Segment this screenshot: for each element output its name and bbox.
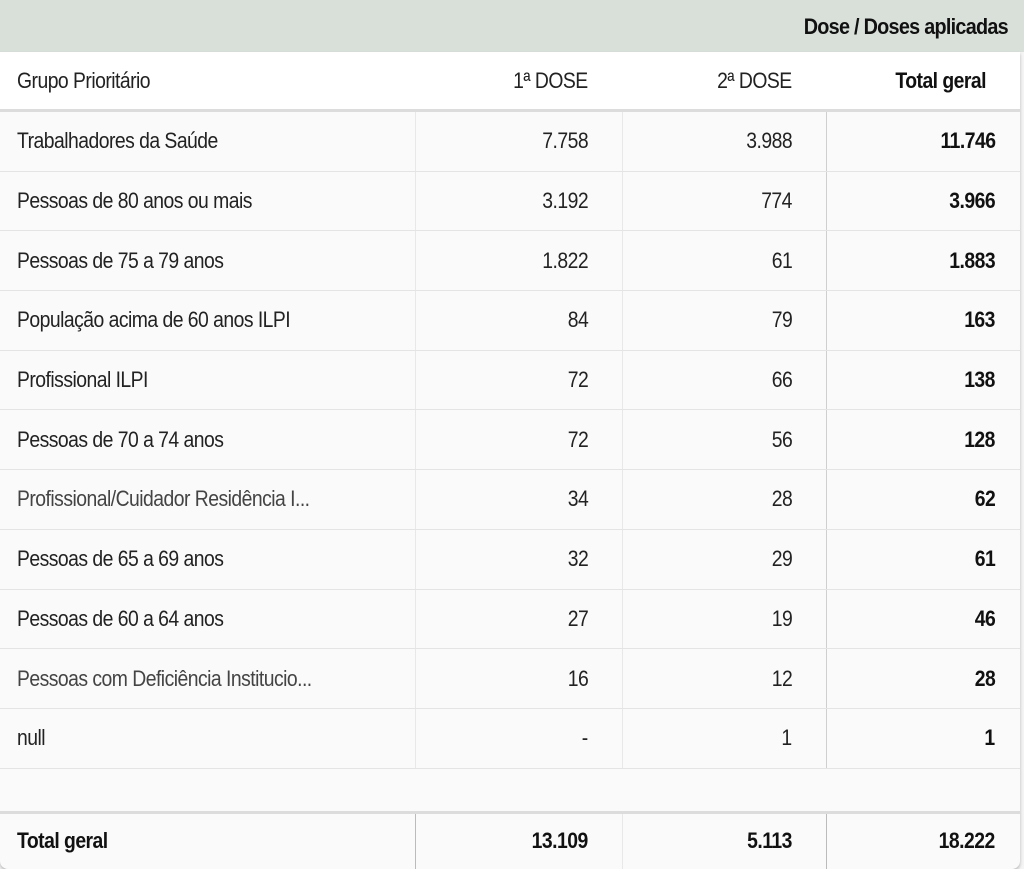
table-title: Dose / Doses aplicadas <box>803 14 1009 39</box>
cell-dose2: 774 <box>622 171 826 231</box>
header-label: 2ª DOSE <box>717 67 793 93</box>
cell-group: null <box>17 725 46 751</box>
cell-group: Pessoas com Deficiência Institucio... <box>17 665 312 691</box>
header-label: Total geral <box>895 67 986 93</box>
cell-dose2: 56 <box>622 410 826 470</box>
cell-dose1: 3.192 <box>415 171 622 231</box>
cell-group: Pessoas de 80 anos ou mais <box>17 188 252 214</box>
cell-dose2: 61 <box>622 231 826 291</box>
cell-dose1: - <box>415 708 622 768</box>
spacer-row <box>0 769 1020 814</box>
cell-dose2: 12 <box>622 649 826 708</box>
cell-total: 28 <box>826 649 1020 708</box>
column-header-dose2[interactable]: 2ª DOSE <box>622 52 826 109</box>
total-dose2: 5.113 <box>622 813 826 869</box>
table-row[interactable]: Profissional/Cuidador Residência I... 34 2… <box>0 470 1020 530</box>
cell-dose2: 19 <box>622 589 826 649</box>
total-total: 18.222 <box>826 813 1020 869</box>
table-row[interactable]: Pessoas de 80 anos ou mais 3.192 774 3.966 <box>0 171 1020 232</box>
table-row[interactable]: Profissional ILPI 72 66 138 <box>0 350 1020 411</box>
cell-dose1: 72 <box>415 410 622 470</box>
table-row[interactable]: Pessoas de 70 a 74 anos 72 56 128 <box>0 410 1020 471</box>
cell-dose2: 3.988 <box>622 112 826 171</box>
table-row[interactable]: Pessoas de 65 a 69 anos 32 29 61 <box>0 529 1020 590</box>
total-label: Total geral <box>17 828 108 854</box>
header-label: 1ª DOSE <box>513 67 589 93</box>
cell-dose2: 66 <box>622 350 826 410</box>
cell-group: Trabalhadores da Saúde <box>17 128 218 154</box>
cell-total: 3.966 <box>826 171 1020 231</box>
header-row: Grupo Prioritário 1ª DOSE 2ª DOSE Total … <box>0 52 1020 112</box>
table-row[interactable]: Pessoas de 75 a 79 anos 1.822 61 1.883 <box>0 231 1020 292</box>
cell-dose2: 29 <box>622 529 826 589</box>
cell-dose1: 1.822 <box>415 231 622 291</box>
cell-total: 1 <box>826 708 1020 768</box>
cell-group: Profissional/Cuidador Residência I... <box>17 486 310 512</box>
table-row[interactable]: População acima de 60 anos ILPI 84 79 163 <box>0 291 1020 351</box>
cell-group: População acima de 60 anos ILPI <box>17 307 291 333</box>
table-row[interactable]: null -1 1 <box>0 708 1020 769</box>
header-label: Grupo Prioritário <box>17 67 151 93</box>
column-header-total[interactable]: Total geral <box>826 52 1020 109</box>
cell-group: Profissional ILPI <box>17 367 148 393</box>
cell-dose2: 28 <box>622 470 826 529</box>
cell-group: Pessoas de 65 a 69 anos <box>17 546 224 572</box>
cell-dose1: 34 <box>415 470 622 529</box>
cell-total: 46 <box>826 589 1020 649</box>
cell-dose1: 16 <box>415 649 622 708</box>
cell-group: Pessoas de 70 a 74 anos <box>17 426 224 452</box>
total-dose1: 13.109 <box>415 813 622 869</box>
cell-dose2: 1 <box>622 708 826 768</box>
cell-dose1: 72 <box>415 350 622 410</box>
cell-total: 11.746 <box>826 112 1020 171</box>
cell-dose2: 79 <box>622 291 826 350</box>
table-row[interactable]: Trabalhadores da Saúde 7.758 3.988 11.746 <box>0 112 1020 172</box>
cell-group: Pessoas de 75 a 79 anos <box>17 247 224 273</box>
table-row[interactable]: Pessoas de 60 a 64 anos 27 19 46 <box>0 589 1020 650</box>
cell-total: 128 <box>826 410 1020 470</box>
cell-dose1: 27 <box>415 589 622 649</box>
cell-group: Pessoas de 60 a 64 anos <box>17 605 224 631</box>
column-header-dose1[interactable]: 1ª DOSE <box>415 52 622 109</box>
cell-total: 61 <box>826 529 1020 589</box>
cell-total: 138 <box>826 350 1020 410</box>
cell-dose1: 7.758 <box>415 112 622 171</box>
table-title-band: Dose / Doses aplicadas <box>0 0 1024 52</box>
cell-total: 163 <box>826 291 1020 350</box>
cell-total: 62 <box>826 470 1020 529</box>
cell-total: 1.883 <box>826 231 1020 291</box>
cell-dose1: 84 <box>415 291 622 350</box>
cell-dose1: 32 <box>415 529 622 589</box>
table-row[interactable]: Pessoas com Deficiência Institucio... 16 1… <box>0 649 1020 709</box>
column-header-group[interactable]: Grupo Prioritário <box>0 52 415 109</box>
total-row: Total geral 13.109 5.113 18.222 <box>0 813 1020 869</box>
pivot-table: Grupo Prioritário 1ª DOSE 2ª DOSE Total … <box>0 52 1020 869</box>
